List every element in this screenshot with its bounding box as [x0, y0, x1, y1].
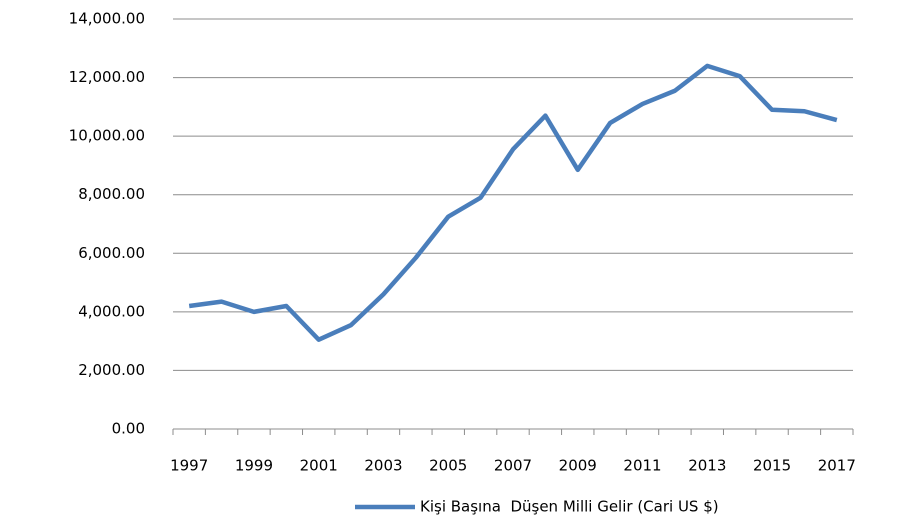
x-tick-label: 2005	[429, 457, 467, 475]
x-tick-label: 2013	[688, 457, 726, 475]
y-tick-label: 8,000.00	[78, 185, 145, 203]
x-tick-label: 2011	[623, 457, 661, 475]
x-tick-label: 2017	[818, 457, 856, 475]
x-tick-label: 2015	[753, 457, 791, 475]
x-tick-label: 2001	[300, 457, 338, 475]
y-tick-label: 4,000.00	[78, 302, 145, 320]
data-line	[188, 63, 838, 342]
y-tick-label: 10,000.00	[69, 127, 145, 145]
x-tick-label: 1997	[170, 457, 208, 475]
y-tick-label: 14,000.00	[69, 10, 145, 28]
y-tick-label: 6,000.00	[78, 244, 145, 262]
x-tick-label: 1999	[235, 457, 273, 475]
x-tick-label: 2009	[559, 457, 597, 475]
y-tick-label: 12,000.00	[69, 68, 145, 86]
y-tick-label: 2,000.00	[78, 361, 145, 379]
y-tick-label: 0.00	[112, 420, 145, 438]
legend-label: Kişi Başına Düşen Milli Gelir (Cari US $…	[420, 498, 719, 516]
x-tick-label: 2007	[494, 457, 532, 475]
x-tick-label: 2003	[364, 457, 402, 475]
